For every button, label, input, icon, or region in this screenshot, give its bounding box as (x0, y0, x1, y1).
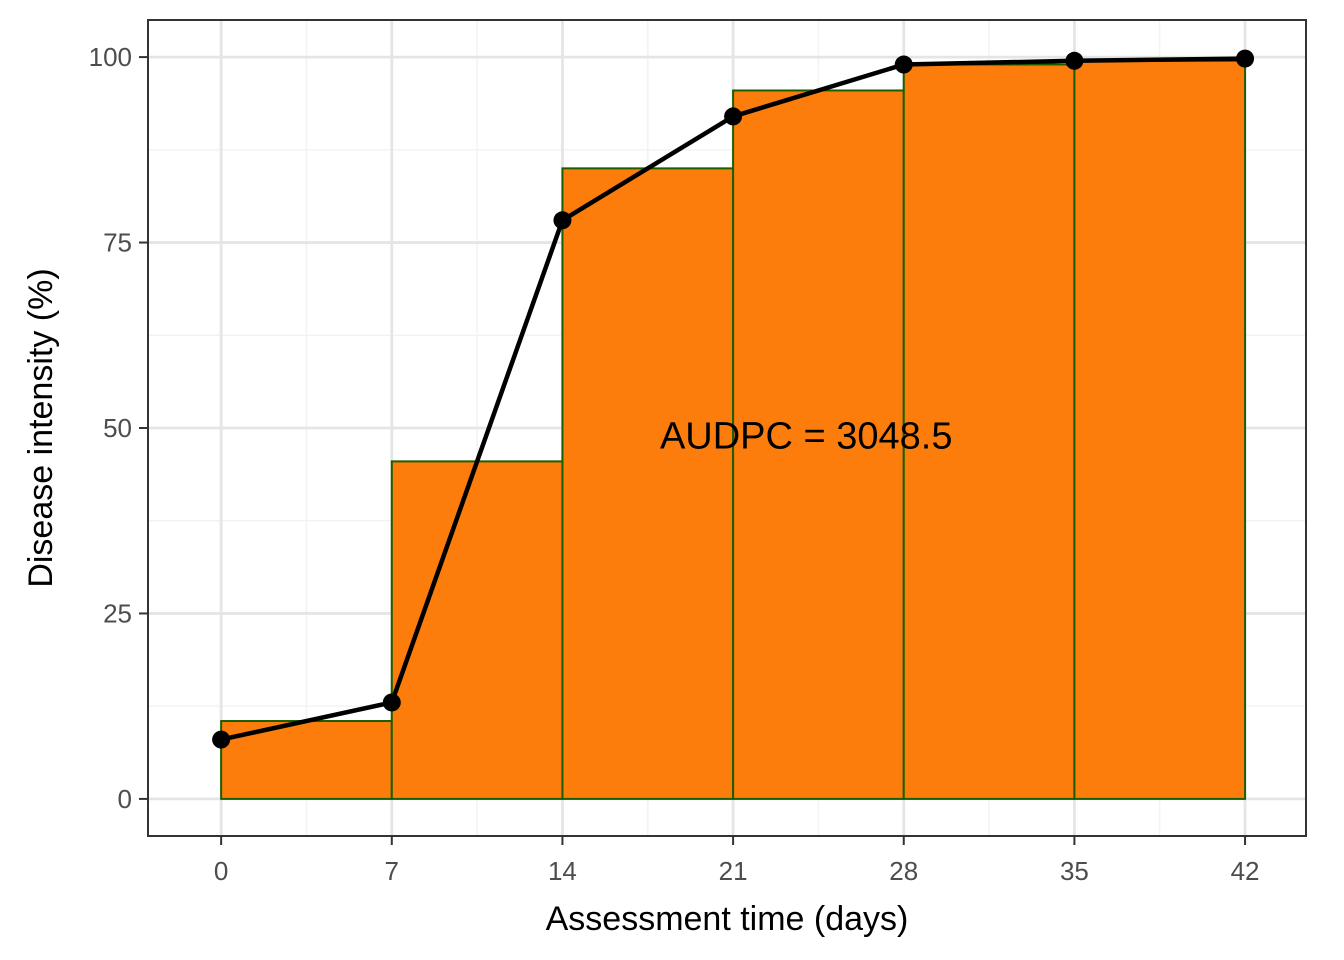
data-points (212, 49, 1255, 749)
bar-rect-6 (1073, 59, 1247, 800)
y-axis-title: Disease intensity (%) (22, 268, 60, 587)
x-tick-label: 42 (1231, 856, 1260, 886)
x-tick-label: 0 (214, 856, 228, 886)
data-point-4 (724, 107, 743, 126)
y-tick-label: 0 (118, 784, 132, 814)
bar-rect-5 (902, 63, 1076, 800)
y-tick-label: 25 (103, 598, 132, 628)
x-tick-label: 35 (1060, 856, 1089, 886)
x-axis-title: Assessment time (days) (546, 900, 909, 938)
y-axis-ticks: 0 25 50 75 100 (89, 42, 148, 814)
bar-rect-4 (732, 89, 905, 800)
x-tick-label: 7 (385, 856, 399, 886)
y-tick-label: 100 (89, 42, 132, 72)
bar-rect-2 (390, 460, 564, 800)
x-tick-label: 14 (548, 856, 577, 886)
data-point-7 (1236, 49, 1255, 68)
audpc-annotation: AUDPC = 3048.5 (660, 415, 953, 457)
x-tick-label: 28 (889, 856, 918, 886)
data-point-2 (382, 693, 401, 712)
data-point-6 (1065, 51, 1084, 70)
data-point-1 (212, 730, 231, 749)
y-tick-label: 50 (103, 413, 132, 443)
bar-rect-3 (561, 167, 735, 800)
data-point-5 (894, 55, 913, 74)
data-point-3 (553, 211, 572, 230)
bar-rectangles (220, 59, 1247, 800)
y-tick-label: 75 (103, 228, 132, 258)
x-tick-label: 21 (719, 856, 748, 886)
x-axis-ticks: 0 7 14 21 28 35 42 (214, 836, 1260, 886)
